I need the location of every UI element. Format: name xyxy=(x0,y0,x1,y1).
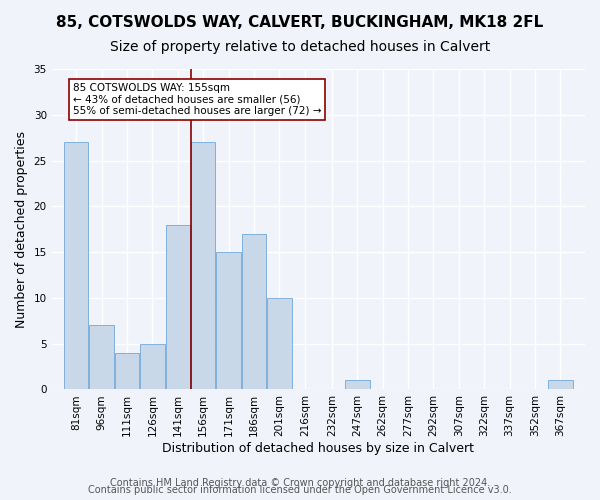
Bar xyxy=(191,142,215,390)
Bar xyxy=(548,380,573,390)
Bar xyxy=(217,252,241,390)
Bar xyxy=(140,344,164,390)
Text: 85, COTSWOLDS WAY, CALVERT, BUCKINGHAM, MK18 2FL: 85, COTSWOLDS WAY, CALVERT, BUCKINGHAM, … xyxy=(56,15,544,30)
Bar xyxy=(115,353,139,390)
Bar xyxy=(242,234,266,390)
Bar xyxy=(89,326,114,390)
X-axis label: Distribution of detached houses by size in Calvert: Distribution of detached houses by size … xyxy=(163,442,475,455)
Y-axis label: Number of detached properties: Number of detached properties xyxy=(15,130,28,328)
Bar xyxy=(166,224,190,390)
Text: Contains HM Land Registry data © Crown copyright and database right 2024.: Contains HM Land Registry data © Crown c… xyxy=(110,478,490,488)
Text: Contains public sector information licensed under the Open Government Licence v3: Contains public sector information licen… xyxy=(88,485,512,495)
Bar xyxy=(267,298,292,390)
Bar xyxy=(64,142,88,390)
Bar xyxy=(345,380,370,390)
Text: 85 COTSWOLDS WAY: 155sqm
← 43% of detached houses are smaller (56)
55% of semi-d: 85 COTSWOLDS WAY: 155sqm ← 43% of detach… xyxy=(73,82,322,116)
Text: Size of property relative to detached houses in Calvert: Size of property relative to detached ho… xyxy=(110,40,490,54)
